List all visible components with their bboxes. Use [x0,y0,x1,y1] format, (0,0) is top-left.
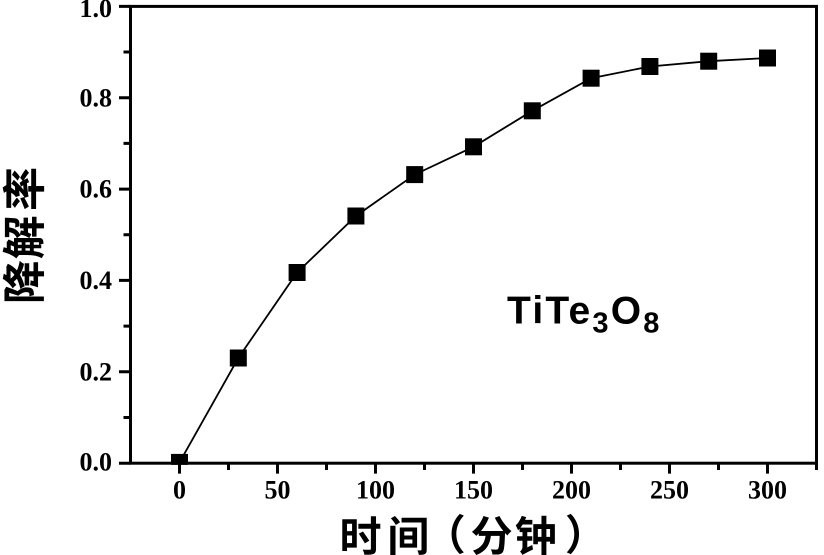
svg-text:0: 0 [173,475,186,504]
svg-text:150: 150 [454,475,493,504]
svg-text:0.0: 0.0 [80,448,113,477]
svg-text:50: 50 [265,475,291,504]
svg-text:250: 250 [650,475,689,504]
svg-text:200: 200 [552,475,591,504]
svg-text:300: 300 [748,475,787,504]
svg-text:1.0: 1.0 [80,0,113,23]
svg-text:0.4: 0.4 [80,266,113,295]
svg-text:0.6: 0.6 [80,175,113,204]
svg-text:TiTe3O8: TiTe3O8 [507,290,662,340]
svg-text:100: 100 [356,475,395,504]
svg-text:0.8: 0.8 [80,83,113,112]
svg-text:0.2: 0.2 [80,357,113,386]
